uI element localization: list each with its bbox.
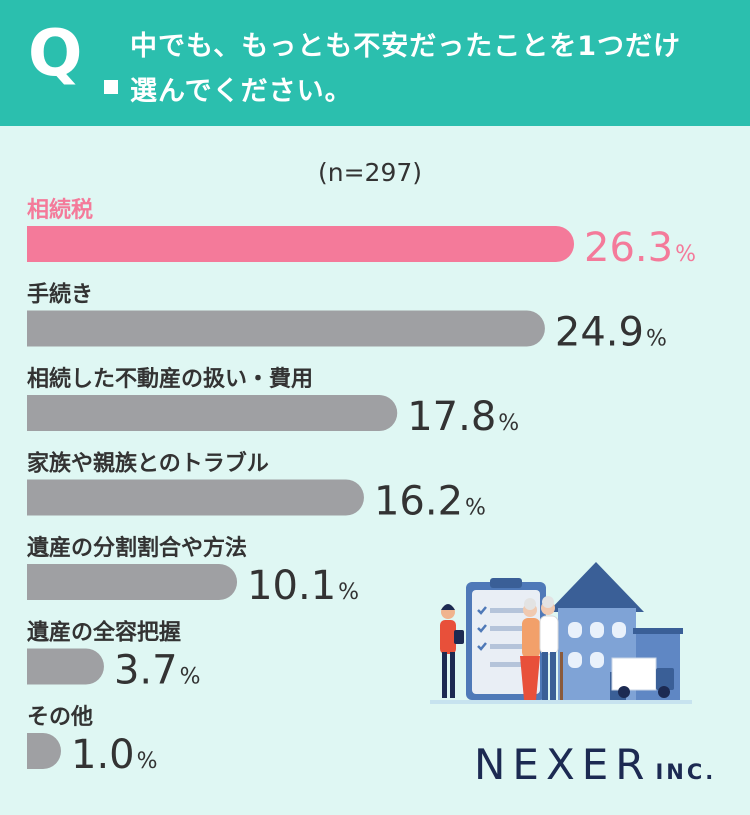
- logo-name: NEXER: [474, 740, 652, 789]
- illustration: [430, 562, 692, 704]
- value-unit: %: [180, 665, 201, 690]
- value-label: 17.8%: [407, 394, 519, 440]
- bar: [27, 564, 238, 600]
- question-header: Q 中でも、もっとも不安だったことを1つだけ 選んでください。: [0, 0, 750, 126]
- question-mark: Q: [28, 17, 83, 91]
- company-logo: NEXER INC.: [474, 740, 716, 789]
- checklist-lines: [490, 608, 532, 667]
- value-label: 26.3%: [584, 225, 696, 271]
- bar: [27, 733, 61, 769]
- check-icon: [477, 606, 487, 651]
- bar: [27, 479, 364, 516]
- value-unit: %: [465, 496, 486, 521]
- value-unit: %: [498, 411, 519, 436]
- value-unit: %: [646, 327, 667, 352]
- value-unit: %: [137, 749, 158, 774]
- value-label: 3.7%: [114, 648, 201, 694]
- question-line-2: 選んでください。: [130, 76, 353, 107]
- category-label: 遺産の全容把握: [27, 620, 181, 646]
- value-unit: %: [675, 242, 696, 267]
- value-label: 1.0%: [71, 732, 158, 778]
- ground-line: [430, 700, 692, 704]
- person-shirt: [440, 620, 456, 654]
- sample-size: (n=297): [318, 158, 423, 187]
- category-label: 相続した不動産の扱い・費用: [27, 366, 313, 392]
- category-label: 家族や親族とのトラブル: [27, 451, 269, 477]
- bar: [27, 648, 104, 685]
- elder-woman-dress: [522, 618, 540, 658]
- truck-cargo: [611, 657, 657, 691]
- category-label: 遺産の分割割合や方法: [27, 535, 247, 561]
- category-label: 手続き: [27, 282, 93, 308]
- bar: [27, 395, 398, 431]
- value-label: 24.9%: [555, 310, 667, 356]
- value-label: 10.1%: [247, 563, 359, 609]
- truck-wheel: [618, 686, 630, 698]
- category-label: その他: [27, 705, 93, 730]
- question-dot: [104, 80, 118, 94]
- category-label: 相続税: [27, 197, 93, 223]
- cane: [560, 652, 563, 700]
- value-label: 16.2%: [374, 479, 486, 525]
- bar: [27, 310, 545, 347]
- elder-man-shirt: [539, 615, 559, 655]
- question-text: 中でも、もっとも不安だったことを1つだけ 選んでください。: [130, 24, 730, 114]
- logo-suffix: INC.: [655, 760, 717, 784]
- bar: [27, 226, 575, 262]
- question-line-1: 中でも、もっとも不安だったことを1つだけ: [130, 31, 681, 62]
- truck-cab: [656, 668, 674, 690]
- value-unit: %: [338, 580, 359, 605]
- house-roof: [548, 562, 644, 612]
